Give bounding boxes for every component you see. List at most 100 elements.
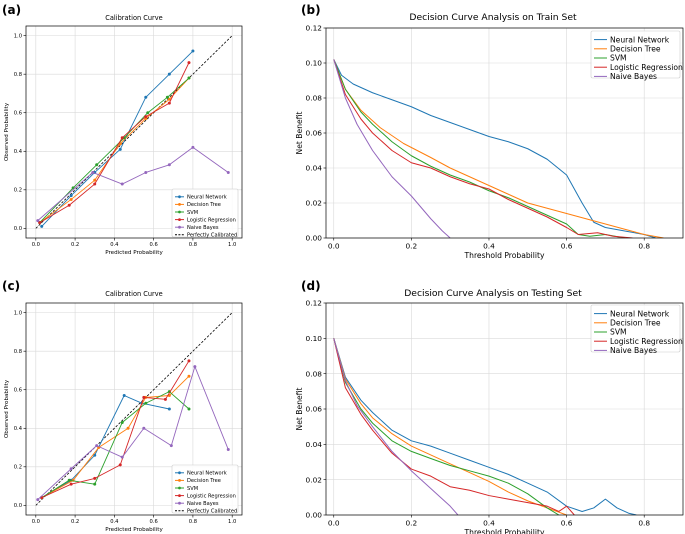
legend-box: [171, 464, 239, 514]
y-axis-label: Observed Probability: [4, 102, 10, 161]
legend-label: Decision Tree: [610, 44, 661, 53]
x-tick-label: 0.8: [189, 242, 197, 248]
plot-area: [35, 35, 233, 229]
y-tick-label: 0.00: [306, 511, 323, 520]
data-point: [95, 444, 99, 448]
series-line-naive-bayes: [333, 59, 451, 238]
legend-marker: [178, 501, 181, 505]
data-point: [69, 467, 73, 471]
data-point: [67, 203, 71, 207]
series-line-decision-tree: [333, 59, 664, 238]
x-tick-label: 1.0: [228, 242, 236, 248]
y-axis-label: Net Benefit: [295, 388, 304, 431]
y-tick-label: 0.00: [306, 234, 323, 243]
y-tick-label: 0.8: [14, 349, 22, 355]
data-point: [91, 170, 95, 174]
data-point: [144, 170, 148, 174]
series-line-logistic-regression: [41, 360, 190, 499]
chart-title: Calibration Curve: [105, 14, 162, 22]
series-line-logistic-regression: [333, 338, 575, 515]
y-axis-label: Net Benefit: [295, 112, 304, 155]
gridlines: [26, 26, 242, 238]
data-point: [191, 49, 195, 53]
legend-label: Neural Network: [187, 195, 227, 201]
data-point: [169, 444, 173, 448]
x-axis-label: Threshold Probability: [464, 251, 545, 260]
y-tick-label: 0.0: [14, 503, 22, 509]
data-point: [120, 420, 124, 424]
legend-label: SVM: [610, 54, 627, 63]
y-tick-label: 0.02: [306, 475, 322, 484]
y-tick-label: 0.04: [306, 440, 323, 449]
data-point: [167, 163, 171, 167]
legend-marker: [178, 486, 181, 490]
series-line-naive-bayes: [333, 338, 459, 515]
data-point: [120, 136, 124, 140]
axes-frame: [325, 27, 684, 239]
x-tick-label: 0.2: [405, 241, 417, 250]
data-point: [187, 76, 191, 80]
chart-title: Decision Curve Analysis on Testing Set: [404, 288, 582, 299]
y-tick-label: 0.06: [306, 405, 323, 414]
plot-area: [333, 59, 664, 238]
data-point: [93, 476, 97, 480]
data-point: [187, 359, 191, 363]
x-tick-label: 0.4: [483, 241, 495, 250]
data-point: [38, 221, 42, 225]
y-tick-label: 1.0: [14, 310, 22, 316]
chart-title: Calibration Curve: [105, 290, 162, 298]
x-tick-label: 0.6: [561, 241, 573, 250]
reference-line: [35, 35, 233, 229]
axes-frame: [25, 25, 243, 239]
chart-title: Decision Curve Analysis on Train Set: [409, 12, 577, 23]
series-line-naive-bayes: [37, 366, 229, 500]
x-tick-label: 0.6: [150, 242, 158, 248]
y-tick-label: 0.6: [14, 388, 22, 394]
legend-marker: [178, 479, 181, 482]
x-tick-label: 0.8: [638, 518, 650, 527]
series-line-neural-network: [41, 395, 170, 499]
x-tick-label: 0.2: [405, 518, 417, 527]
data-point: [122, 394, 126, 398]
y-tick-label: 0.2: [14, 465, 22, 471]
legend-box: [171, 188, 239, 238]
series-line-neural-network: [333, 59, 656, 238]
legend-label: SVM: [187, 210, 198, 216]
data-point: [93, 453, 97, 457]
chart-panel-a: (a) Calibration Curve 0.0 0.2 0.4 0.6 0.8 1.0 0.…: [2, 3, 243, 256]
legend-label: Naive Bayes: [187, 501, 219, 507]
data-point: [144, 95, 148, 99]
legend-box: [590, 304, 681, 353]
chart-panel-c: (c) Calibration Curve 0.0 0.2 0.4 0.6 0.8 1.0 0.…: [2, 279, 243, 533]
x-tick-label: 0.0: [32, 242, 40, 248]
x-axis-label: Predicted Probability: [105, 527, 163, 533]
series-line-svm: [41, 391, 190, 499]
data-point: [120, 455, 124, 459]
data-point: [93, 178, 97, 182]
data-point: [187, 61, 191, 65]
series-line-decision-tree: [333, 338, 567, 515]
x-tick-label: 0.0: [328, 518, 340, 527]
data-point: [165, 95, 169, 99]
legend-marker: [178, 203, 181, 206]
x-axis-label: Predicted Probability: [105, 250, 163, 256]
legend-label: Naive Bayes: [610, 346, 657, 355]
y-axis-label: Observed Probability: [4, 379, 10, 438]
y-tick-label: 1.0: [14, 33, 22, 39]
y-tick-label: 0.0: [14, 226, 22, 232]
panel-label: (d): [301, 279, 321, 293]
x-tick-label: 0.4: [483, 518, 495, 527]
chart-panel-b: (b) Decision Curve Analysis on Train Set 0…: [295, 3, 684, 260]
data-point: [93, 482, 97, 486]
series-line-neural-network: [333, 338, 637, 515]
y-tick-label: 0.12: [306, 24, 322, 33]
legend-label: Perfectly Calibrated: [187, 509, 237, 515]
data-point: [69, 482, 73, 486]
data-point: [226, 170, 230, 174]
data-point: [144, 401, 148, 405]
legend-label: Logistic Regression: [187, 217, 236, 223]
